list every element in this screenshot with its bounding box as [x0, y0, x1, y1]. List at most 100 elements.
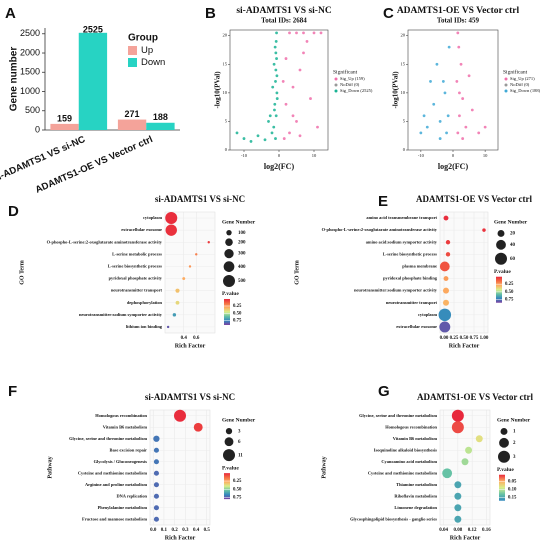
colorbar-label: 0.25 — [505, 282, 514, 287]
y-tick-label: Fructose and mannose metabolism — [82, 516, 147, 521]
point — [312, 31, 316, 35]
panel-label: A — [5, 5, 16, 22]
x-axis-label: log2(FC) — [264, 162, 295, 171]
point — [298, 68, 302, 72]
colorbar — [224, 298, 230, 325]
point — [284, 102, 288, 106]
y-tick-label: 5 — [403, 118, 406, 123]
x-tick-label: 10 — [483, 153, 488, 158]
point — [446, 114, 450, 118]
bubble — [482, 228, 486, 232]
point — [291, 85, 295, 89]
y-tick-label: Glycine, serine and threonine metabolism — [69, 436, 147, 441]
x-tick-label: 0.16 — [482, 528, 491, 533]
y-tick-label: Homologous recombination — [95, 413, 147, 418]
point — [422, 114, 426, 118]
y-tick-label: amino acid:sodium symporter activity — [366, 239, 438, 244]
colorbar — [224, 473, 230, 500]
bubble — [153, 470, 159, 476]
size-legend-label: 2 — [513, 441, 516, 446]
point — [457, 45, 461, 49]
bubble — [445, 240, 451, 245]
x-axis-label: Rich Factor — [449, 343, 480, 349]
bubble — [165, 224, 177, 236]
point — [271, 85, 275, 89]
bubble — [165, 212, 178, 225]
y-tick-label: 1000 — [20, 86, 40, 96]
x-tick-label: 0.04 — [439, 528, 448, 533]
x-tick-label: 1.00 — [480, 336, 489, 341]
size-legend-label: 3 — [513, 455, 516, 460]
point — [459, 62, 463, 66]
y-tick-label: Isoquinoline alkaloid biosynthesis — [374, 447, 437, 452]
x-tick-label: 0.4 — [193, 528, 200, 533]
bar — [117, 119, 147, 130]
bubble — [443, 215, 449, 221]
x-tick-label: 0.2 — [172, 528, 179, 533]
bubble — [451, 409, 464, 422]
y-tick-label: Vitamin B6 metabolism — [103, 424, 148, 429]
chart-title: ADAMTS1-OE VS Vector ctrl — [416, 194, 532, 204]
legend-marker — [504, 89, 508, 93]
point — [456, 131, 460, 135]
chart-title: si-ADAMTS1 VS si-NC — [155, 194, 245, 204]
size-legend-label: 6 — [238, 440, 241, 445]
legend-title: Group — [128, 33, 158, 44]
point — [470, 108, 474, 112]
x-tick-label: 0.50 — [460, 336, 469, 341]
panel-label: F — [8, 383, 17, 400]
point — [273, 45, 277, 49]
bubble — [175, 288, 180, 293]
x-tick-label: 0.0 — [150, 528, 157, 533]
colorbar — [499, 474, 505, 501]
y-tick-label: cytoplasm — [418, 312, 437, 317]
size-legend-label: 500 — [238, 279, 246, 284]
x-tick-label: 0 — [452, 153, 455, 158]
point — [438, 137, 442, 140]
x-tick-label: 0.3 — [182, 528, 189, 533]
point — [477, 131, 481, 135]
y-tick-label: L-serine biosynthetic process — [383, 251, 438, 256]
point — [302, 31, 305, 35]
point — [274, 80, 277, 83]
bubble — [207, 241, 210, 244]
bubble — [454, 515, 462, 523]
legend-label: Sig_Up (159) — [340, 76, 365, 81]
x-tick-label: ADAMTS1-OE VS Vector ctrl — [34, 134, 155, 196]
bubble — [465, 446, 473, 454]
legend-title: Significant — [503, 68, 528, 75]
size-legend-label: 1 — [513, 430, 516, 435]
colorbar-label: 0.50 — [233, 311, 242, 316]
point — [256, 134, 260, 138]
size-legend-label: 100 — [238, 231, 246, 236]
bubble — [443, 299, 449, 306]
y-tick-label: neurotransmitter transport — [386, 300, 438, 305]
y-tick-label: O-phospho-L-serine:2-oxoglutarate aminot… — [47, 239, 163, 244]
point — [435, 62, 439, 66]
y-tick-label: 20 — [223, 33, 228, 38]
y-tick-label: neurotransmitter transport — [111, 288, 163, 293]
legend-label: NoDiff (0) — [340, 82, 360, 87]
legend-label: Down — [141, 57, 165, 68]
x-tick-label: 0.75 — [470, 336, 479, 341]
size-legend-label: 300 — [238, 252, 246, 257]
legend-swatch — [128, 58, 137, 67]
chart-title: ADAMTS1-OE VS Vector ctrl — [397, 6, 520, 16]
legend-marker — [334, 77, 338, 81]
legend-marker — [334, 89, 338, 93]
color-legend-title: P.value — [222, 465, 239, 471]
point — [455, 80, 459, 83]
y-tick-label: 0 — [403, 147, 406, 152]
legend-swatch — [128, 46, 137, 55]
chart-title: si-ADAMTS1 VS si-NC — [145, 392, 235, 402]
legend-marker — [504, 77, 508, 81]
point — [464, 125, 468, 129]
legend-label: Sig_Up (271) — [510, 76, 535, 81]
point — [274, 51, 278, 55]
x-tick-label: 0.5 — [204, 528, 211, 533]
y-tick-label: 15 — [223, 61, 228, 66]
point — [272, 125, 276, 129]
legend-label: Up — [141, 45, 153, 56]
y-tick-label: Thiamine metabolism — [396, 482, 437, 487]
size-legend-title: Gene Number — [497, 417, 531, 423]
